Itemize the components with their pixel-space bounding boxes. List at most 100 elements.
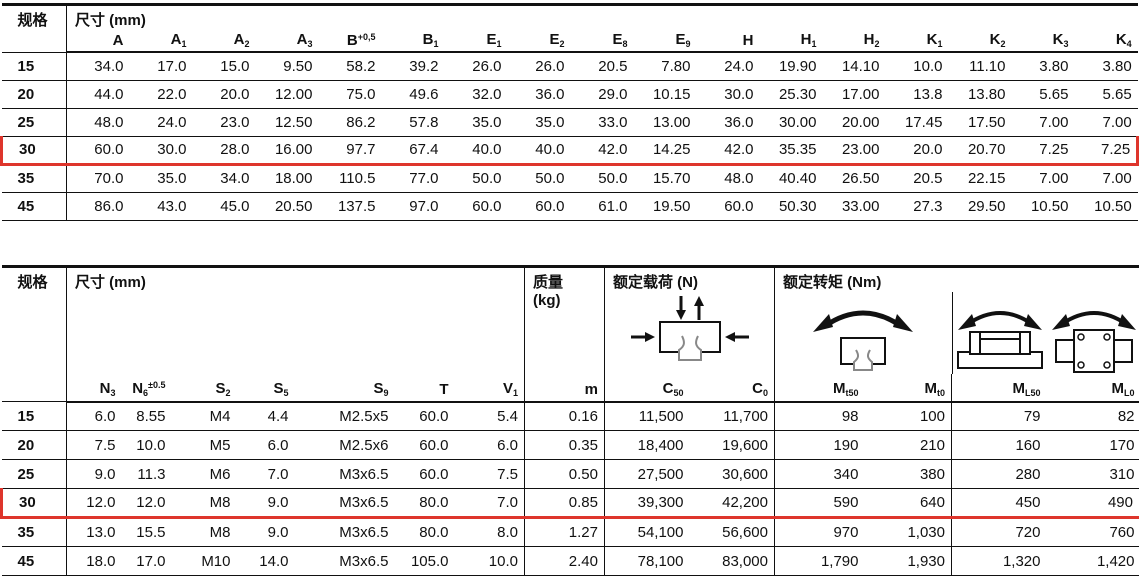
value-cell: M6 xyxy=(172,460,237,489)
value-cell: 720 xyxy=(952,518,1047,547)
row-label: 20 xyxy=(2,431,67,460)
value-cell: 450 xyxy=(952,489,1047,518)
column-header: K2 xyxy=(949,30,1012,52)
value-cell: 20.70 xyxy=(949,136,1012,164)
value-cell: 82 xyxy=(1047,402,1139,431)
value-cell: 380 xyxy=(865,460,952,489)
column-header: E1 xyxy=(445,30,508,52)
value-cell: 310 xyxy=(1047,460,1139,489)
value-cell: 7.80 xyxy=(634,52,697,80)
value-cell: 97.0 xyxy=(382,192,445,220)
rated-load-header-cell: 额定载荷 (N) xyxy=(605,266,775,374)
value-cell: 490 xyxy=(1047,489,1139,518)
value-cell: 640 xyxy=(865,489,952,518)
value-cell: 15.70 xyxy=(634,164,697,192)
dimensions-header: 尺寸 (mm) xyxy=(67,5,1138,31)
value-cell: 1.27 xyxy=(525,518,605,547)
value-cell: 1,930 xyxy=(865,547,952,576)
value-cell: 6.0 xyxy=(67,402,122,431)
load-direction-icon xyxy=(615,294,765,370)
value-cell: 10.15 xyxy=(634,80,697,108)
value-cell: 7.00 xyxy=(1012,164,1075,192)
column-header: H xyxy=(697,30,760,52)
value-cell: 1,420 xyxy=(1047,547,1139,576)
value-cell: 20.50 xyxy=(256,192,319,220)
value-cell: 50.0 xyxy=(508,164,571,192)
value-cell: 17.50 xyxy=(949,108,1012,136)
value-cell: 0.16 xyxy=(525,402,605,431)
value-cell: 7.0 xyxy=(237,460,295,489)
value-cell: 97.7 xyxy=(319,136,382,164)
column-header: E8 xyxy=(571,30,634,52)
value-cell: 54,100 xyxy=(605,518,690,547)
value-cell: 10.50 xyxy=(1012,192,1075,220)
value-cell: 7.00 xyxy=(1075,164,1138,192)
value-cell: 14.10 xyxy=(823,52,886,80)
value-cell: 86.0 xyxy=(67,192,130,220)
value-cell: M3x6.5 xyxy=(295,518,395,547)
spec-header: 规格 xyxy=(2,266,67,402)
value-cell: 110.5 xyxy=(319,164,382,192)
table1-group-header-row: 规格 尺寸 (mm) xyxy=(2,5,1138,31)
column-header: A xyxy=(67,30,130,52)
ratings-table: 规格 尺寸 (mm) 质量 (kg) 额定载荷 (N) xyxy=(0,265,1139,577)
value-cell: 48.0 xyxy=(67,108,130,136)
value-cell: 280 xyxy=(952,460,1047,489)
value-cell: 1,030 xyxy=(865,518,952,547)
value-cell: 45.0 xyxy=(193,192,256,220)
value-cell: 40.40 xyxy=(760,164,823,192)
value-cell: 60.0 xyxy=(445,192,508,220)
value-cell: M3x6.5 xyxy=(295,460,395,489)
value-cell: 9.0 xyxy=(237,489,295,518)
column-header: K3 xyxy=(1012,30,1075,52)
value-cell: 10.0 xyxy=(455,547,525,576)
row-label: 35 xyxy=(2,518,67,547)
value-cell: 79 xyxy=(952,402,1047,431)
value-cell: 20.0 xyxy=(193,80,256,108)
value-cell: 13.80 xyxy=(949,80,1012,108)
value-cell: 2.40 xyxy=(525,547,605,576)
column-header: Mt0 xyxy=(865,374,952,402)
value-cell: 14.25 xyxy=(634,136,697,164)
value-cell: 7.00 xyxy=(1012,108,1075,136)
value-cell: 34.0 xyxy=(67,52,130,80)
rated-torque-header-cell: 额定转矩 (Nm) xyxy=(775,266,1139,374)
value-cell: 78,100 xyxy=(605,547,690,576)
value-cell: 15.5 xyxy=(122,518,172,547)
value-cell: 10.0 xyxy=(122,431,172,460)
value-cell: 160 xyxy=(952,431,1047,460)
torque-longitudinal-side-icon xyxy=(954,294,1046,374)
column-header: S2 xyxy=(172,374,237,402)
value-cell: 14.0 xyxy=(237,547,295,576)
value-cell: 970 xyxy=(775,518,865,547)
value-cell: 9.0 xyxy=(237,518,295,547)
value-cell: 3.80 xyxy=(1075,52,1138,80)
value-cell: 98 xyxy=(775,402,865,431)
value-cell: 35.35 xyxy=(760,136,823,164)
value-cell: 49.6 xyxy=(382,80,445,108)
row-label: 30 xyxy=(2,489,67,518)
value-cell: 48.0 xyxy=(697,164,760,192)
value-cell: 9.50 xyxy=(256,52,319,80)
value-cell: 50.0 xyxy=(571,164,634,192)
column-header: ML0 xyxy=(1047,374,1139,402)
value-cell: 17.0 xyxy=(130,52,193,80)
column-header: K1 xyxy=(886,30,949,52)
value-cell: 67.4 xyxy=(382,136,445,164)
value-cell: 30.0 xyxy=(697,80,760,108)
torque-icons-row xyxy=(775,292,1139,374)
value-cell: 24.0 xyxy=(697,52,760,80)
row-label: 25 xyxy=(2,460,67,489)
value-cell: 35.0 xyxy=(508,108,571,136)
value-cell: 137.5 xyxy=(319,192,382,220)
value-cell: 5.65 xyxy=(1075,80,1138,108)
value-cell: 19,600 xyxy=(690,431,775,460)
value-cell: 11.3 xyxy=(122,460,172,489)
column-header: m xyxy=(525,374,605,402)
value-cell: 12.0 xyxy=(122,489,172,518)
